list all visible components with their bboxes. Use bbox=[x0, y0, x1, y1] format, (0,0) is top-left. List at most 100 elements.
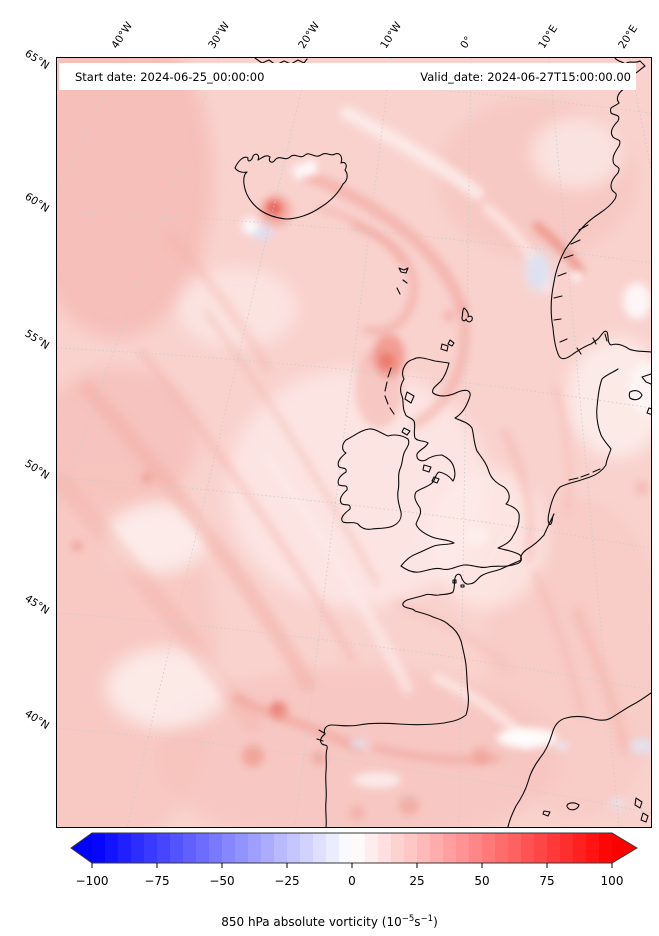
colorbar-tick-label: −25 bbox=[274, 874, 299, 888]
top-axis-tick-label: 40°W bbox=[109, 20, 136, 51]
top-axis-tick-label: 10°W bbox=[378, 20, 405, 51]
meridian-0 bbox=[458, 58, 472, 827]
anglesey-coastline bbox=[431, 476, 440, 484]
colorbar-segment bbox=[482, 833, 496, 863]
top-axis-tick-label: 30°W bbox=[206, 20, 233, 51]
colorbar-label-sup-exp: −5 bbox=[401, 914, 415, 924]
orkney-coastline bbox=[440, 339, 455, 352]
left-axis-tick-label: 40°N bbox=[22, 707, 52, 733]
norway-fjords-coastline bbox=[553, 224, 608, 355]
denmark-netherlands-coastline bbox=[320, 368, 619, 827]
colorbar-segment bbox=[326, 833, 340, 863]
colorbar-segment bbox=[378, 833, 392, 863]
colorbar-label-unit: s bbox=[414, 915, 421, 929]
colorbar-tick-label: −100 bbox=[76, 874, 109, 888]
colorbar-label-sup-exp2: −1 bbox=[420, 914, 434, 924]
colorbar-segment bbox=[131, 833, 145, 863]
colorbar-segment bbox=[196, 833, 210, 863]
colorbar-segment bbox=[404, 833, 418, 863]
colorbar-segment bbox=[417, 833, 431, 863]
parallel-45n bbox=[57, 612, 651, 691]
colorbar-tick-label: −50 bbox=[209, 874, 234, 888]
colorbar-segment bbox=[495, 833, 509, 863]
colorbar-segment bbox=[586, 833, 600, 863]
colorbar-tick-label: 25 bbox=[409, 874, 424, 888]
parallel-50n bbox=[57, 477, 651, 549]
colorbar-segment bbox=[183, 833, 197, 863]
colorbar-segment bbox=[235, 833, 249, 863]
annotation-box bbox=[59, 63, 636, 90]
colorbar-segment bbox=[339, 833, 353, 863]
colorbar-segment bbox=[365, 833, 379, 863]
colorbar-segment bbox=[547, 833, 561, 863]
colorbar-segment bbox=[209, 833, 223, 863]
colorbar-segment bbox=[573, 833, 587, 863]
colorbar-tick-label: 100 bbox=[601, 874, 624, 888]
islay-coastline bbox=[401, 427, 411, 436]
mediterranean-coastline bbox=[507, 692, 651, 827]
valid-date-text: Valid_date: 2024-06-27T15:00:00.00 bbox=[420, 70, 631, 84]
colorbar-label-close: ) bbox=[433, 915, 438, 929]
hebrides-coastline bbox=[384, 367, 395, 415]
colorbar-segment bbox=[274, 833, 288, 863]
colorbar-segment bbox=[508, 833, 522, 863]
shetland-coastline bbox=[461, 307, 473, 323]
left-axis-tick-label: 65°N bbox=[22, 47, 52, 73]
iceland-coastline bbox=[234, 153, 348, 220]
colorbar-segment bbox=[222, 833, 236, 863]
colorbar-segment bbox=[261, 833, 275, 863]
parallel-40n bbox=[57, 727, 651, 814]
top-axis-tick-label: 0° bbox=[458, 34, 475, 51]
ireland-coastline bbox=[337, 428, 410, 530]
colorbar-segment bbox=[534, 833, 548, 863]
galicia-coastline bbox=[316, 729, 325, 742]
colorbar-segment bbox=[599, 833, 613, 863]
left-axis-tick-label: 50°N bbox=[22, 457, 52, 483]
start-date-text: Start date: 2024-06-25_00:00:00 bbox=[75, 70, 265, 84]
colorbar-segment bbox=[248, 833, 262, 863]
great-britain-coastline bbox=[399, 357, 522, 573]
isle-of-man-coastline bbox=[422, 464, 432, 473]
colorbar-segment bbox=[443, 833, 457, 863]
vorticity-field-texture bbox=[57, 58, 651, 827]
colorbar-segment bbox=[430, 833, 444, 863]
colorbar-segment bbox=[313, 833, 327, 863]
colorbar-segment bbox=[560, 833, 574, 863]
greenland-coastline bbox=[254, 58, 308, 66]
colorbar-label: 850 hPa absolute vorticity (10−5s−1) bbox=[0, 914, 659, 929]
colorbar-segment bbox=[391, 833, 405, 863]
colorbar-label-text: 850 hPa absolute vorticity (10 bbox=[221, 915, 402, 929]
colorbar-under-arrow bbox=[71, 833, 92, 863]
left-axis-tick-label: 55°N bbox=[22, 327, 52, 353]
colorbar: −100 −75 −50 −25 0 25 50 75 100 bbox=[70, 832, 638, 888]
colorbar-segments bbox=[92, 833, 613, 863]
colorbar-segment bbox=[469, 833, 483, 863]
colorbar-tick-label: 75 bbox=[539, 874, 554, 888]
colorbar-tick-label: −75 bbox=[144, 874, 169, 888]
channel-islands-coastline bbox=[452, 579, 465, 588]
colorbar-segment bbox=[92, 833, 106, 863]
meridian-10e bbox=[548, 58, 620, 827]
top-axis-tick-label: 20°W bbox=[296, 20, 323, 51]
danish-islands-coastline bbox=[628, 373, 651, 415]
colorbar-segment bbox=[352, 833, 366, 863]
top-axis-tick-label: 10°E bbox=[536, 23, 561, 51]
colorbar-segment bbox=[144, 833, 158, 863]
colorbar-segment bbox=[300, 833, 314, 863]
corsica-sardinia-coastline bbox=[634, 797, 649, 823]
graticule-gridlines bbox=[57, 58, 651, 827]
skye-coastline bbox=[404, 391, 415, 404]
top-axis-tick-label: 20°E bbox=[616, 23, 641, 51]
frisian-islands-coastline bbox=[568, 468, 601, 481]
colorbar-segment bbox=[456, 833, 470, 863]
map-axes: Start date: 2024-06-25_00:00:00 Valid_da… bbox=[56, 57, 652, 828]
left-axis-tick-label: 60°N bbox=[22, 190, 52, 216]
colorbar-segment bbox=[521, 833, 535, 863]
colorbar-tick-label: 0 bbox=[348, 874, 356, 888]
colorbar-over-arrow bbox=[612, 833, 637, 863]
colorbar-segment bbox=[170, 833, 184, 863]
colorbar-tick-label: 50 bbox=[474, 874, 489, 888]
parallel-65n bbox=[57, 67, 651, 114]
colorbar-segment bbox=[105, 833, 119, 863]
